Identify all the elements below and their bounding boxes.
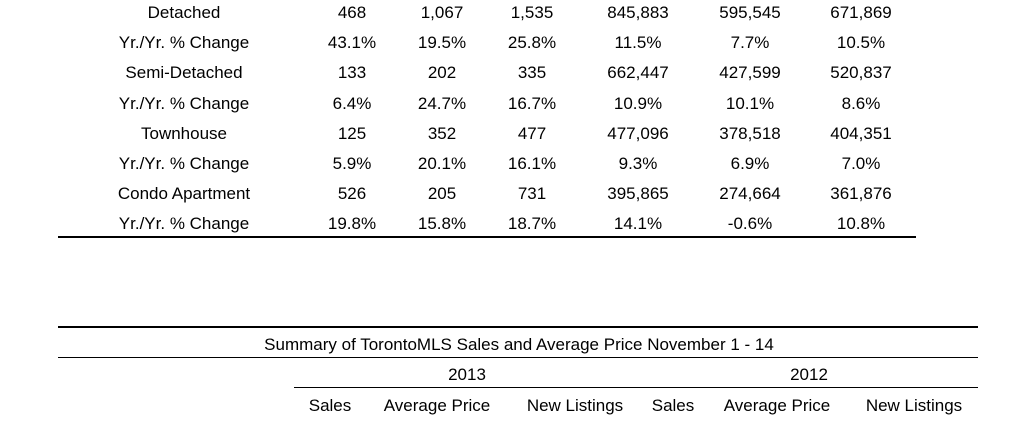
row-label: Detached xyxy=(147,3,221,22)
table-cell: 25.8% xyxy=(507,33,557,53)
table-cell: 10.1% xyxy=(725,93,775,113)
table-cell: 7.7% xyxy=(730,33,770,53)
table-cell: 477 xyxy=(517,123,547,143)
table-cell: 671,869 xyxy=(830,3,892,22)
col-header-new-listings-2013: New Listings xyxy=(526,396,624,415)
row-label: Yr./Yr. % Change xyxy=(118,33,250,53)
table-cell: 202 xyxy=(427,63,457,83)
table-cell: 8.6% xyxy=(841,93,881,113)
table-cell: 19.5% xyxy=(417,33,467,53)
table-cell: 595,545 xyxy=(719,3,781,22)
table-cell: 10.8% xyxy=(836,214,886,234)
table-cell: 6.9% xyxy=(730,154,770,173)
table-cell: 9.3% xyxy=(618,154,658,173)
table-cell: 20.1% xyxy=(417,154,467,173)
table-cell: -0.6% xyxy=(727,214,773,234)
table-cell: 16.7% xyxy=(507,93,557,113)
table-cell: 6.4% xyxy=(332,93,372,113)
col-header-new-listings-2012: New Listings xyxy=(865,396,963,415)
summary-top-rule xyxy=(58,326,978,328)
table-cell: 10.9% xyxy=(613,93,663,113)
table-cell: 5.9% xyxy=(332,154,372,173)
table-cell: 16.1% xyxy=(507,154,557,173)
table-cell: 520,837 xyxy=(830,63,892,83)
table-cell: 731 xyxy=(517,184,547,204)
table-cell: 15.8% xyxy=(417,214,467,234)
row-label: Townhouse xyxy=(140,123,228,143)
col-header-sales-2013: Sales xyxy=(308,396,352,415)
row-label: Yr./Yr. % Change xyxy=(118,93,250,113)
col-header-average-price-2012: Average Price xyxy=(723,396,831,415)
table-cell: 125 xyxy=(337,123,367,143)
table-cell: 133 xyxy=(337,63,367,83)
table-cell: 1,535 xyxy=(510,3,554,22)
table-cell: 845,883 xyxy=(607,3,669,22)
table-cell: 352 xyxy=(427,123,457,143)
table-cell: 19.8% xyxy=(327,214,377,234)
table-cell: 10.5% xyxy=(836,33,886,53)
table-cell: 11.5% xyxy=(614,33,662,53)
row-label: Yr./Yr. % Change xyxy=(118,214,250,234)
table-cell: 468 xyxy=(337,3,367,22)
table-cell: 14.1% xyxy=(613,214,663,234)
table-cell: 43.1% xyxy=(327,33,377,53)
table-cell: 1,067 xyxy=(420,3,464,22)
col-header-sales-2012: Sales xyxy=(651,396,695,415)
table-cell: 378,518 xyxy=(719,123,781,143)
year-2012-header: 2012 xyxy=(790,365,828,384)
summary-title: Summary of TorontoMLS Sales and Average … xyxy=(264,335,774,354)
table-cell: 477,096 xyxy=(607,123,669,143)
table-cell: 18.7% xyxy=(507,214,557,234)
table-cell: 361,876 xyxy=(830,184,892,204)
year-header-rule xyxy=(294,387,978,388)
table-cell: 24.7% xyxy=(417,93,467,113)
table-cell: 404,351 xyxy=(830,123,892,143)
table-cell: 335 xyxy=(517,63,547,83)
col-header-average-price-2013: Average Price xyxy=(383,396,491,415)
row-label: Yr./Yr. % Change xyxy=(118,154,250,173)
table-cell: 395,865 xyxy=(607,184,669,204)
year-2013-header: 2013 xyxy=(448,365,486,384)
table-cell: 662,447 xyxy=(607,63,669,83)
table-cell: 7.0% xyxy=(841,154,881,173)
table-cell: 526 xyxy=(337,184,367,204)
upper-table-bottom-rule xyxy=(58,236,916,238)
summary-title-rule xyxy=(58,357,978,358)
table-cell: 274,664 xyxy=(719,184,781,204)
table-cell: 205 xyxy=(427,184,457,204)
table-cell: 427,599 xyxy=(719,63,781,83)
row-label: Semi-Detached xyxy=(125,63,243,83)
row-label: Condo Apartment xyxy=(117,184,251,204)
